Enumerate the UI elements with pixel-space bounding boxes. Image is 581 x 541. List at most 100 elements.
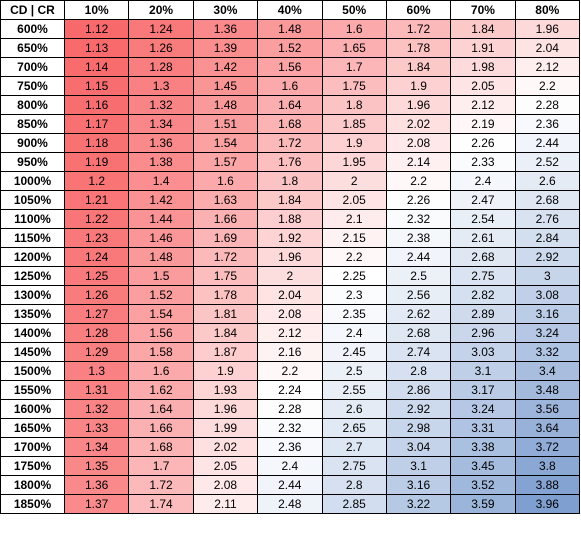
- table-cell: 3.38: [450, 437, 516, 457]
- table-cell: 1.35: [63, 456, 130, 476]
- table-cell: 3.64: [514, 418, 581, 438]
- table-cell: 2.26: [450, 133, 516, 153]
- table-cell: 2.35: [321, 304, 387, 324]
- table-cell: 1.36: [128, 133, 194, 153]
- row-header: 1300%: [0, 285, 65, 305]
- table-cell: 1.26: [128, 38, 194, 58]
- row-header: 1250%: [0, 266, 65, 286]
- table-cell: 2.74: [385, 342, 452, 362]
- table-cell: 1.39: [192, 38, 259, 58]
- table-cell: 1.34: [63, 437, 130, 457]
- table-cell: 2.05: [321, 190, 387, 210]
- table-cell: 1.92: [257, 228, 323, 248]
- table-cell: 2.5: [321, 361, 387, 381]
- table-cell: 1.78: [192, 285, 259, 305]
- table-cell: 1.68: [128, 437, 194, 457]
- table-cell: 2.04: [514, 38, 581, 58]
- table-cell: 3.88: [514, 475, 581, 495]
- table-cell: 1.96: [257, 247, 323, 267]
- table-cell: 3.48: [514, 380, 581, 400]
- table-row: 1150% 1.23 1.46 1.69 1.92 2.15 2.38 2.61 2.84: [0, 228, 581, 248]
- table-cell: 1.56: [128, 323, 194, 343]
- table-cell: 2.12: [257, 323, 323, 343]
- row-header: 1050%: [0, 190, 65, 210]
- table-cell: 2.4: [321, 323, 387, 343]
- table-row: 1200% 1.24 1.48 1.72 1.96 2.2 2.44 2.68 2.92: [0, 247, 581, 267]
- column-header: 40%: [257, 0, 323, 20]
- table-cell: 2: [257, 266, 323, 286]
- table-cell: 1.42: [128, 190, 194, 210]
- table-cell: 2.05: [450, 76, 516, 96]
- table-cell: 1.32: [63, 399, 130, 419]
- table-cell: 1.17: [63, 114, 130, 134]
- table-cell: 3.31: [450, 418, 516, 438]
- table-cell: 1.36: [192, 19, 259, 39]
- table-cell: 1.72: [385, 19, 452, 39]
- table-cell: 2.02: [385, 114, 452, 134]
- table-cell: 1.64: [128, 399, 194, 419]
- table-cell: 1.33: [63, 418, 130, 438]
- table-cell: 1.36: [63, 475, 130, 495]
- table-cell: 2.38: [385, 228, 452, 248]
- table-cell: 1.9: [385, 76, 452, 96]
- table-cell: 2.05: [192, 456, 259, 476]
- table-cell: 2.5: [385, 266, 452, 286]
- table-cell: 2.15: [321, 228, 387, 248]
- table-row: 1250% 1.25 1.5 1.75 2 2.25 2.5 2.75 3: [0, 266, 581, 286]
- row-header: 1100%: [0, 209, 65, 229]
- table-cell: 1.15: [63, 76, 130, 96]
- row-header: 1600%: [0, 399, 65, 419]
- table-cell: 1.56: [257, 57, 323, 77]
- table-cell: 2.3: [321, 285, 387, 305]
- table-row: 650% 1.13 1.26 1.39 1.52 1.65 1.78 1.91 2.04: [0, 38, 581, 58]
- table-cell: 1.57: [192, 152, 259, 172]
- table-cell: 1.42: [192, 57, 259, 77]
- row-header: 1800%: [0, 475, 65, 495]
- table-cell: 2.68: [450, 247, 516, 267]
- table-row: 1800% 1.36 1.72 2.08 2.44 2.8 3.16 3.52 3.88: [0, 475, 581, 495]
- table-cell: 2.7: [321, 437, 387, 457]
- table-row: 1350% 1.27 1.54 1.81 2.08 2.35 2.62 2.89 3.16: [0, 304, 581, 324]
- table-cell: 2.45: [321, 342, 387, 362]
- table-cell: 2.8: [321, 475, 387, 495]
- table-cell: 1.37: [63, 494, 130, 514]
- table-cell: 1.78: [385, 38, 452, 58]
- row-header: 700%: [0, 57, 65, 77]
- table-cell: 2.92: [514, 247, 581, 267]
- table-cell: 2.6: [514, 171, 581, 191]
- table-cell: 1.21: [63, 190, 130, 210]
- table-cell: 2.11: [192, 494, 259, 514]
- table-row: 850% 1.17 1.34 1.51 1.68 1.85 2.02 2.19 2.36: [0, 114, 581, 134]
- table-cell: 2.36: [514, 114, 581, 134]
- table-cell: 1.65: [321, 38, 387, 58]
- table-cell: 2.28: [514, 95, 581, 115]
- table-cell: 1.7: [128, 456, 194, 476]
- table-cell: 2.82: [450, 285, 516, 305]
- table-cell: 1.52: [128, 285, 194, 305]
- table-row: 800% 1.16 1.32 1.48 1.64 1.8 1.96 2.12 2.28: [0, 95, 581, 115]
- table-cell: 1.7: [321, 57, 387, 77]
- table-cell: 1.44: [128, 209, 194, 229]
- table-cell: 1.96: [385, 95, 452, 115]
- table-cell: 2.86: [385, 380, 452, 400]
- table-cell: 2.33: [450, 152, 516, 172]
- row-header: 750%: [0, 76, 65, 96]
- table-cell: 1.64: [257, 95, 323, 115]
- table-cell: 1.2: [63, 171, 130, 191]
- table-cell: 2.62: [385, 304, 452, 324]
- header-row: CD | CR 10% 20% 30% 40% 50% 60% 70% 80%: [0, 0, 581, 20]
- table-cell: 1.51: [192, 114, 259, 134]
- table-cell: 2.55: [321, 380, 387, 400]
- table-cell: 2.25: [321, 266, 387, 286]
- table-cell: 3.1: [385, 456, 452, 476]
- table-cell: 1.68: [257, 114, 323, 134]
- table-cell: 3.32: [514, 342, 581, 362]
- column-header: 70%: [450, 0, 516, 20]
- table-cell: 1.8: [257, 171, 323, 191]
- table-cell: 1.66: [192, 209, 259, 229]
- table-cell: 1.6: [128, 361, 194, 381]
- table-row: 1700% 1.34 1.68 2.02 2.36 2.7 3.04 3.38 3.72: [0, 437, 581, 457]
- table-cell: 1.81: [192, 304, 259, 324]
- row-header: 1650%: [0, 418, 65, 438]
- table-cell: 1.48: [128, 247, 194, 267]
